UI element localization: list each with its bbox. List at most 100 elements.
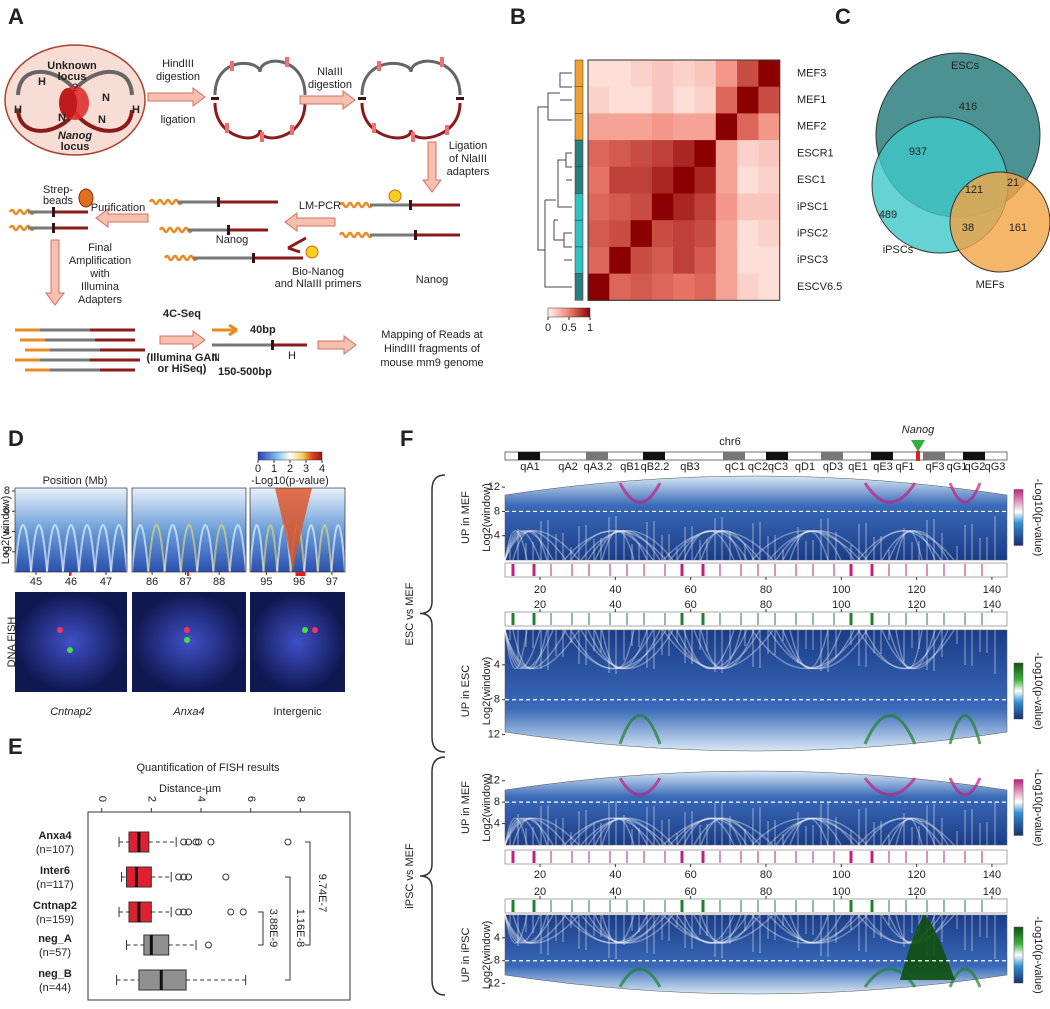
p-value-arc (775, 817, 855, 846)
x-tick-label: 95 (260, 576, 272, 588)
label: 150-500bp (218, 366, 272, 378)
comparison-label: iPSC vs MEF (404, 843, 416, 909)
p-value-arc (700, 629, 742, 669)
x-tick-label: 86 (146, 576, 158, 588)
locus-mark (69, 572, 71, 576)
outlier (180, 838, 188, 846)
p-value-arc (14, 524, 32, 573)
p-value-arc (683, 817, 735, 846)
heatmap-cell (630, 220, 653, 248)
heatmap-cell (715, 60, 738, 88)
p-value-arc (782, 629, 842, 670)
arrow (299, 90, 356, 110)
site-label: N (212, 352, 220, 364)
heatmap-cell (673, 60, 695, 88)
p-value-arc (303, 524, 319, 573)
p-value-arc (563, 914, 667, 944)
label: Nanog (416, 274, 448, 286)
heatmap-cell (609, 60, 632, 88)
y-tick-label: 4 (494, 932, 500, 944)
x-tick-label: 6 (245, 796, 257, 802)
band-label: qB3 (680, 461, 700, 473)
p-value-arc (316, 524, 333, 573)
x-tick-label: 100 (832, 584, 850, 596)
heatmap-cell (694, 246, 717, 275)
p-value-arc (504, 530, 567, 561)
heatmap-cell (588, 60, 610, 88)
x-tick-label: 60 (685, 869, 697, 881)
heatmap-cell (630, 166, 653, 194)
label: Nanog (216, 234, 248, 246)
outlier (222, 873, 230, 881)
y-tick-label: 8 (4, 485, 10, 497)
outlier (207, 838, 215, 846)
step-label: Illumina (81, 281, 120, 293)
step-label: NlaIII (317, 66, 343, 78)
colorbar-label: 1 (587, 322, 593, 334)
row-label: iPSC2 (797, 227, 828, 239)
heatmap-cell (588, 220, 610, 248)
group-bar (574, 59, 584, 87)
p-value-arc (78, 524, 96, 573)
p-value-arc (881, 530, 949, 561)
p-value-arc (512, 817, 548, 846)
p-value-arc (693, 629, 755, 670)
group-label: neg_B (38, 968, 72, 980)
heatmap-cell (630, 140, 653, 168)
step-label: 4C-Seq (163, 308, 201, 320)
site (227, 225, 230, 235)
biotin (305, 245, 319, 259)
colorbar-label: 2 (287, 463, 293, 475)
p-value-arc (751, 629, 861, 670)
p-value-arc (504, 817, 580, 846)
enriched-region (948, 967, 982, 988)
fish-image (15, 592, 127, 692)
p-value-arc (512, 629, 548, 669)
x-tick-label: 4 (195, 796, 207, 802)
p-value-arc (504, 629, 554, 670)
band-label: qD3 (823, 461, 843, 473)
p-value-arc (768, 629, 868, 670)
group-bar (574, 273, 584, 301)
outlier (284, 838, 292, 846)
p-value-arc (751, 914, 861, 944)
band-label: qC2 (748, 461, 768, 473)
colorbar (257, 451, 323, 461)
enriched-region (863, 482, 917, 504)
band (586, 452, 608, 460)
heatmap-cell (651, 113, 674, 141)
fish-spot (184, 637, 190, 643)
site (52, 207, 55, 217)
p-value-arc (662, 914, 774, 944)
heatmap-cell (758, 140, 781, 168)
heatmap-cell (737, 86, 759, 114)
p-value-arc (504, 629, 541, 669)
y-tick-label: 4 (494, 530, 500, 542)
heatmap-cell (715, 246, 738, 275)
x-tick-label: 45 (30, 576, 42, 588)
x-tick-label: 97 (326, 576, 338, 588)
heatmap-cell (715, 113, 738, 141)
row-label: iPSC1 (797, 201, 828, 213)
heatmap-cell (630, 193, 653, 221)
x-tick-label: 0 (96, 796, 108, 802)
heatmap-cell (630, 246, 653, 275)
arrow (159, 330, 206, 350)
panel-title: UP in MEF (460, 781, 472, 834)
adapter (158, 226, 194, 234)
row-label: MEF2 (797, 121, 826, 133)
heatmap-cell (673, 113, 695, 141)
axis-title: Distance-µm (159, 783, 221, 795)
bracket (285, 876, 291, 981)
p-value-arc (512, 530, 548, 561)
site-label: H (14, 104, 22, 116)
step-label: with (89, 268, 110, 280)
heatmap-cell (673, 273, 695, 301)
label: Nanog (58, 130, 93, 142)
p-value-arc (163, 524, 182, 573)
outlier (185, 838, 193, 846)
step-label: Mapping of Reads at (381, 329, 483, 341)
p-value-arc (62, 524, 80, 573)
heatmap-cell (694, 113, 717, 141)
p-value-arc (601, 817, 635, 846)
